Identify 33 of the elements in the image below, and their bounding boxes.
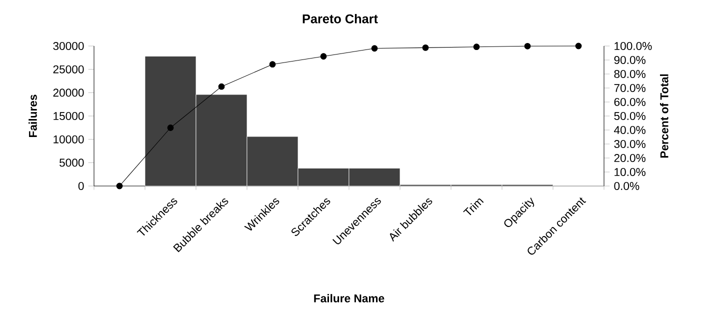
y-tick-label: 10000 [54,135,84,144]
point [167,124,174,131]
y2-tick-label: 0.0% [614,182,640,190]
point [116,182,123,190]
y2-tick-label: 80.0% [614,70,646,78]
y2-tick-label: 40.0% [614,126,646,134]
y-axis-title: Failures [28,94,37,137]
y-tick-label: 15000 [54,112,84,120]
point [269,61,276,68]
y-tick-label: 5000 [60,158,84,167]
x-axis-title: Failure Name [314,294,384,302]
point [575,42,582,50]
y2-tick-label: 50.0% [614,112,646,120]
point [218,83,225,90]
x-tick-label: Trim [463,198,484,216]
y-tick-label: 25000 [53,65,84,74]
point [371,45,378,52]
y2-tick-label: 90.0% [614,56,646,64]
y2-tick-label: 30.0% [614,140,646,148]
y-tick-label: 0 [78,182,84,190]
point [524,42,531,50]
y2-tick-label: 20.0% [614,154,646,162]
y2-tick-label: 60.0% [614,98,646,106]
y2-tick-label: 100.0% [614,42,652,50]
point [422,44,429,51]
chart-title: Pareto Chart [302,14,378,24]
y2-axis-title: Percent of Total [660,74,668,158]
y2-tick-label: 70.0% [614,84,646,92]
point [320,53,327,60]
y-tick-label: 30000 [53,42,84,50]
point [473,44,480,50]
y2-tick-label: 10.0% [614,168,646,176]
y-tick-label: 20000 [53,88,84,97]
